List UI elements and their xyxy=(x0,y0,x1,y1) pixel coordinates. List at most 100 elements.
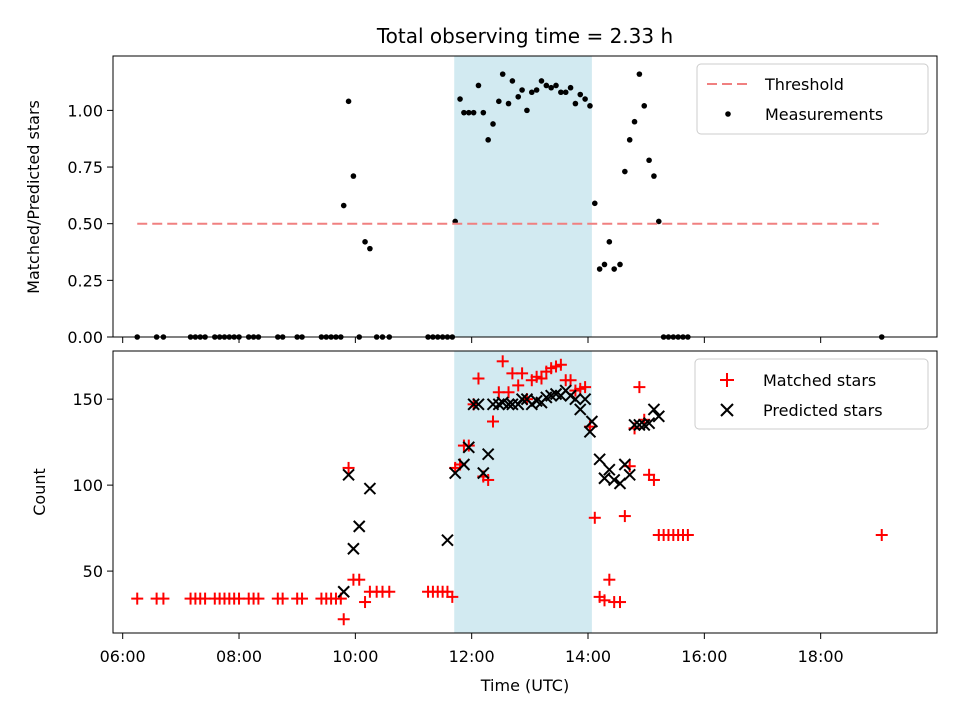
measurement-point xyxy=(475,82,482,89)
predicted-point xyxy=(574,403,587,416)
predicted-point xyxy=(578,392,592,406)
measurement-point xyxy=(543,82,550,89)
chart-title: Total observing time = 2.33 h xyxy=(376,24,673,48)
measurement-point xyxy=(465,109,472,116)
measurement-point xyxy=(562,89,569,96)
predicted-point xyxy=(486,398,500,411)
x-tick-label: 10:00 xyxy=(332,647,378,666)
legend-predicted-label: Predicted stars xyxy=(763,401,883,420)
legend-matched-swatch xyxy=(720,373,734,387)
measurement-point xyxy=(515,93,522,100)
measurement-point xyxy=(558,89,564,96)
top-y-tick-label: 0.50 xyxy=(67,215,103,234)
top-y-axis: 0.00 0.25 0.50 0.75 1.00 xyxy=(67,101,113,347)
matched-point xyxy=(598,594,611,607)
matched-point xyxy=(462,439,475,452)
matched-point xyxy=(618,510,631,523)
matched-point xyxy=(588,511,601,524)
matched-point xyxy=(579,381,592,394)
matched-point xyxy=(446,590,459,603)
measurement-point xyxy=(655,218,662,225)
top-y-tick-label: 0.25 xyxy=(67,271,103,290)
predicted-point xyxy=(472,398,485,411)
top-axes-frame xyxy=(112,55,938,338)
x-tick-label: 18:00 xyxy=(798,647,844,666)
x-axis-label: Time (UTC) xyxy=(480,676,569,695)
measurement-point xyxy=(617,261,623,268)
predicted-point xyxy=(481,447,495,461)
legend-measurements-swatch xyxy=(725,111,731,117)
matched-point xyxy=(342,461,355,474)
top-panel: 0.00 0.25 0.50 0.75 1.00 Matched/Predicted s… xyxy=(24,55,938,347)
measurement-point xyxy=(596,266,603,272)
predicted-point xyxy=(347,542,360,555)
matched-point xyxy=(516,367,529,380)
predicted-point xyxy=(502,398,515,411)
measurement-point xyxy=(636,71,643,77)
matched-point xyxy=(647,473,660,486)
matched-point xyxy=(633,381,646,394)
bottom-axes-frame xyxy=(112,350,938,634)
measurement-point xyxy=(480,109,487,116)
measurement-point xyxy=(496,98,502,105)
predicted-point xyxy=(363,482,377,495)
measurement-point xyxy=(524,107,530,114)
measurement-point xyxy=(505,100,512,107)
measurement-point xyxy=(519,87,525,93)
bottom-y-tick-label: 100 xyxy=(72,476,103,495)
measurement-point xyxy=(490,121,496,127)
bottom-legend: Matched stars Predicted stars xyxy=(694,358,929,430)
matched-point xyxy=(512,379,525,392)
predicted-point xyxy=(457,458,471,471)
top-y-tick-label: 1.00 xyxy=(67,101,103,120)
matched-point xyxy=(487,415,500,428)
bottom-panel: 50 100 150 06:00 08:00 10:00 12:00 14:00 16:00 1… xyxy=(30,350,938,695)
predicted-point xyxy=(342,468,355,482)
matched-point xyxy=(564,374,577,387)
top-x-ticks xyxy=(122,337,822,343)
measurement-point xyxy=(362,239,368,245)
measurement-point xyxy=(499,71,506,77)
predicted-point xyxy=(462,441,475,454)
matched-point xyxy=(502,386,515,399)
measurement-point xyxy=(591,200,598,207)
x-tick-label: 08:00 xyxy=(216,647,262,666)
predicted-point xyxy=(583,425,597,439)
matched-point xyxy=(353,573,366,586)
measurement-point xyxy=(631,118,638,125)
measurement-point xyxy=(606,239,613,245)
top-ylabel: Matched/Predicted stars xyxy=(24,100,43,294)
matched-point xyxy=(131,592,144,605)
measurement-point xyxy=(367,245,373,252)
top-y-tick-label: 0.75 xyxy=(67,158,103,177)
predicted-point xyxy=(652,410,665,423)
legend-measurements-label: Measurements xyxy=(765,105,883,124)
predicted-point xyxy=(623,468,636,482)
legend-threshold-label: Threshold xyxy=(764,75,844,94)
predicted-point xyxy=(642,417,656,430)
predicted-point xyxy=(467,398,480,411)
measurement-point xyxy=(567,84,574,91)
measurement-point xyxy=(651,173,657,179)
predicted-point xyxy=(506,398,519,411)
measurement-point xyxy=(587,103,593,109)
matched-point xyxy=(496,355,509,368)
predicted-point xyxy=(585,415,599,428)
x-tick-label: 16:00 xyxy=(681,647,727,666)
predicted-point xyxy=(569,392,582,406)
predicted-stars-series xyxy=(337,384,665,598)
top-legend-box xyxy=(696,63,929,135)
predicted-point xyxy=(593,453,606,466)
predicted-point xyxy=(515,392,529,406)
matched-point xyxy=(472,372,485,385)
legend-predicted-swatch xyxy=(720,403,734,417)
measurement-point xyxy=(582,96,588,102)
measurement-point xyxy=(548,84,554,91)
measurement-point xyxy=(553,82,559,89)
measurement-point xyxy=(538,78,545,84)
matched-point xyxy=(296,592,309,605)
measurement-point xyxy=(485,137,491,143)
predicted-point xyxy=(603,463,616,476)
measurement-point xyxy=(646,157,652,164)
